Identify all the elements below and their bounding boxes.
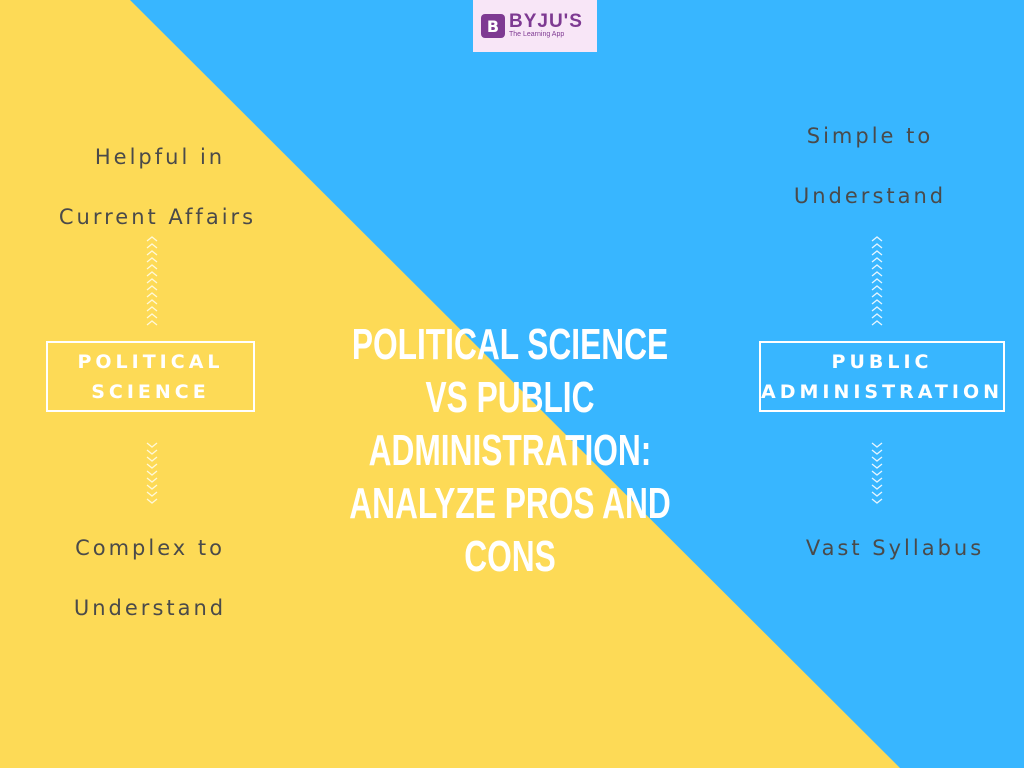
chevron-down-icon [871,442,883,448]
chevron-up-icon [146,271,158,277]
chevron-down-icon [871,449,883,455]
chevron-up-icon [871,299,883,305]
left-pro-line1: Helpful in [94,145,226,169]
chevron-up-icon [871,264,883,270]
political-science-box: POLITICAL SCIENCE [46,341,255,412]
chevron-down-icon [146,491,158,497]
left-con-line2: Understand [73,596,227,620]
byjus-logo: B BYJU'S The Learning App [473,0,597,52]
chevron-up-icon [146,236,158,242]
page-title: POLITICAL SCIENCE VS PUBLIC ADMINISTRATI… [349,320,671,581]
right-pro-line1: Simple to [806,124,934,148]
logo-brand: BYJU'S [509,11,583,32]
chevron-up-icon [871,243,883,249]
chevron-down-icon [871,470,883,476]
chevron-up-icon [146,250,158,256]
left-label-line2: SCIENCE [91,380,210,403]
chevron-down-icon [146,463,158,469]
chevron-down-icon [871,498,883,504]
chevron-up-icon [871,278,883,284]
chevron-up-icon [146,320,158,326]
chevron-up-icon [871,236,883,242]
chevron-down-icon [146,498,158,504]
chevron-up-icon [146,243,158,249]
chevron-down-icon [146,449,158,455]
chevron-up-icon [871,271,883,277]
logo-mark: B [481,14,505,38]
chevron-up-icon [871,292,883,298]
chevron-down-icon [871,484,883,490]
chevron-up-icon [871,313,883,319]
left-con-line1: Complex to [75,536,225,560]
chevron-down-icon [871,477,883,483]
chevron-up-icon [146,292,158,298]
chevron-up-stack-icon [871,236,883,326]
chevron-up-icon [871,257,883,263]
chevron-up-icon [146,257,158,263]
yellow-diagonal-region [0,0,900,768]
chevron-down-icon [871,463,883,469]
chevron-up-icon [871,285,883,291]
right-label-line1: PUBLIC [831,350,933,373]
chevron-down-icon [146,484,158,490]
chevron-up-icon [146,313,158,319]
chevron-up-icon [871,320,883,326]
left-pro-line2: Current Affairs [58,205,257,229]
right-label-line2: ADMINISTRATION [761,380,1004,403]
left-label-line1: POLITICAL [77,350,224,373]
chevron-down-stack-icon [146,442,158,504]
chevron-up-icon [146,278,158,284]
chevron-up-icon [146,264,158,270]
chevron-down-icon [871,491,883,497]
public-administration-box: PUBLIC ADMINISTRATION [759,341,1005,412]
chevron-up-icon [146,299,158,305]
chevron-down-icon [871,456,883,462]
chevron-down-stack-icon [871,442,883,504]
chevron-up-icon [871,250,883,256]
chevron-up-icon [146,306,158,312]
chevron-up-icon [146,285,158,291]
right-con-line1: Vast Syllabus [805,536,985,560]
chevron-down-icon [146,470,158,476]
chevron-down-icon [146,456,158,462]
chevron-down-icon [146,442,158,448]
chevron-up-icon [871,306,883,312]
chevron-up-stack-icon [146,236,158,326]
right-pro-line2: Understand [793,184,947,208]
logo-tagline: The Learning App [509,31,565,38]
chevron-down-icon [146,477,158,483]
